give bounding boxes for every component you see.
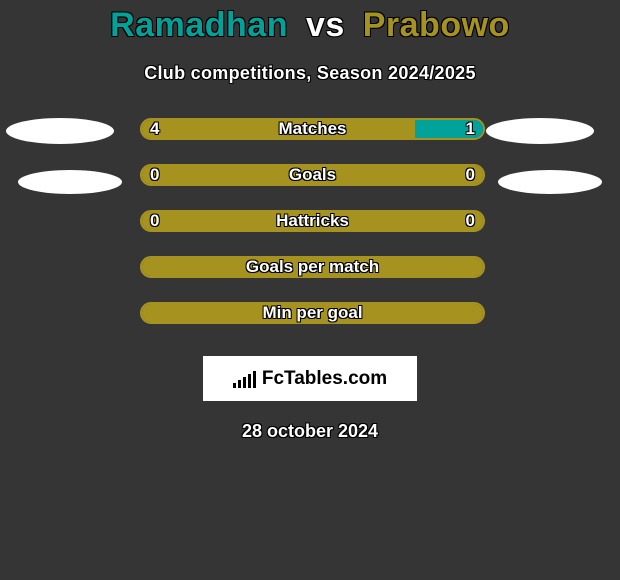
stat-value-left: 4 [150,118,159,140]
player1-name: Ramadhan [110,6,288,44]
comparison-chart: Matches41Goals00Hattricks00Goals per mat… [0,118,620,348]
stat-row: Hattricks0 0 [0,210,620,256]
stat-label: Matches [140,118,485,140]
signal-icon [233,370,256,388]
stat-value-right: 1 [466,118,475,140]
player-ellipse [6,118,114,144]
stat-label: Goals per match [140,256,485,278]
stat-value-right: 0 [466,210,475,232]
subtitle: Club competitions, Season 2024/2025 [0,63,620,84]
vs-label: vs [306,6,345,44]
logo: FcTables.com [203,356,417,401]
stat-row: Goals per match [0,256,620,302]
stat-label: Min per goal [140,302,485,324]
stat-label: Goals [140,164,485,186]
date-label: 28 october 2024 [0,421,620,442]
stat-value-left: 0 [150,164,159,186]
stat-row: Min per goal [0,302,620,348]
player-ellipse [486,118,594,144]
stat-value-right: 0 [466,164,475,186]
stat-label: Hattricks [140,210,485,232]
player2-name: Prabowo [363,6,510,44]
player-ellipse [18,170,122,194]
logo-text: FcTables.com [262,368,387,390]
page-title: Ramadhan vs Prabowo [0,0,620,45]
player-ellipse [498,170,602,194]
stat-value-left: 0 [150,210,159,232]
